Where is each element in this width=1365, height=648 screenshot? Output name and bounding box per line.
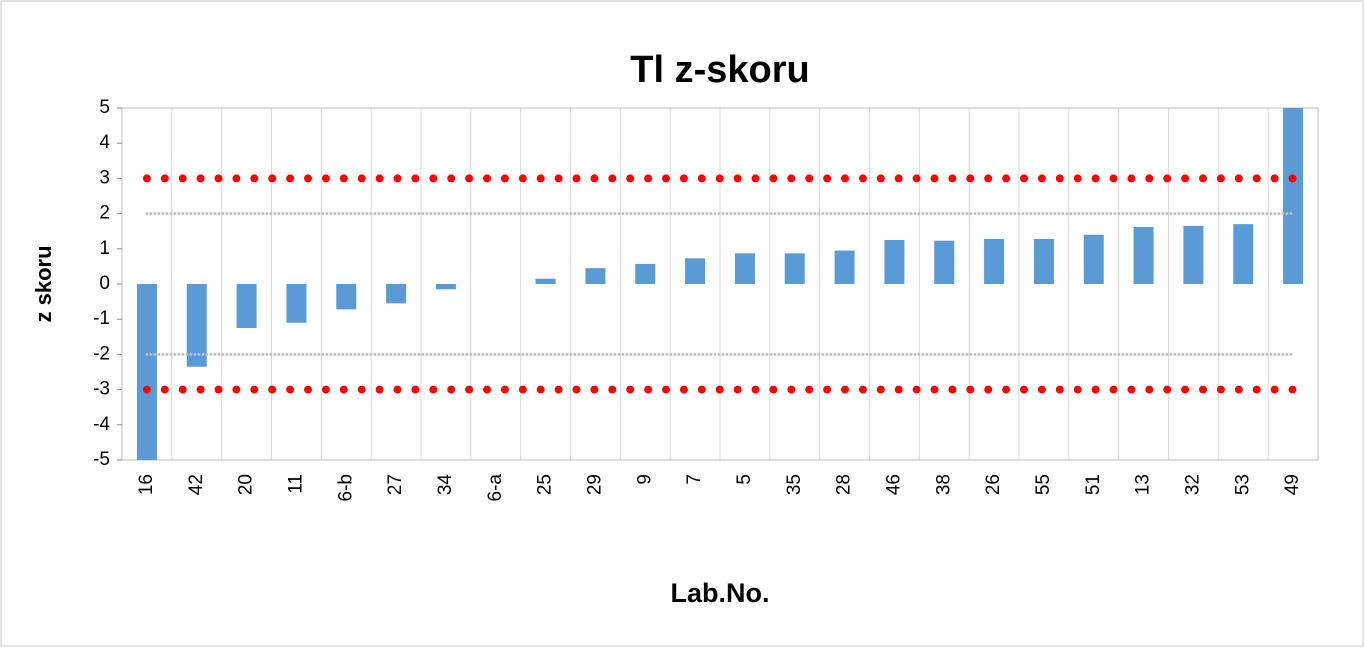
bar [336, 284, 357, 310]
bar [734, 253, 755, 284]
bar [236, 284, 257, 328]
x-tick-label: 28 [834, 474, 855, 495]
x-tick-label: 25 [535, 474, 556, 495]
y-tick-label: -5 [93, 449, 110, 470]
bar [1283, 108, 1304, 284]
y-tick-label: 5 [99, 97, 110, 118]
y-tick-label: -3 [93, 379, 110, 400]
bar [535, 278, 556, 284]
bar [136, 284, 157, 460]
bar [286, 284, 307, 323]
x-axis-label: Lab.No. [671, 578, 770, 608]
x-tick-label: 35 [784, 474, 805, 495]
x-tick-label: 26 [983, 474, 1004, 495]
x-tick-label: 29 [584, 474, 605, 495]
x-tick-label: 49 [1282, 474, 1303, 495]
bar [435, 284, 456, 290]
bar [934, 240, 955, 284]
x-tick-label: 11 [285, 474, 306, 494]
bar [1233, 224, 1254, 284]
bar [1083, 234, 1104, 284]
x-tick-label: 42 [186, 474, 207, 495]
bar [884, 240, 905, 284]
x-tick-label: 46 [883, 474, 904, 495]
bar [186, 284, 207, 367]
x-tick-label: 6-a [485, 474, 506, 502]
y-tick-label: -4 [93, 414, 110, 435]
x-tick-label: 6-b [335, 474, 356, 501]
x-tick-label: 13 [1133, 474, 1154, 495]
bar [1033, 238, 1054, 284]
y-tick-label: -1 [93, 308, 110, 329]
x-tick-label: 9 [634, 474, 655, 485]
y-tick-label: 2 [99, 203, 110, 224]
bar [984, 238, 1005, 284]
x-tick-label: 27 [385, 474, 406, 495]
bar [834, 250, 855, 284]
x-tick-label: 55 [1033, 474, 1054, 495]
bar [784, 253, 805, 284]
x-tick-label: 32 [1182, 474, 1203, 495]
y-tick-label: 4 [99, 132, 110, 153]
y-tick-label: 1 [99, 238, 110, 259]
x-tick-label: 5 [734, 474, 755, 485]
bar [685, 258, 706, 284]
y-tick-label: -2 [93, 343, 110, 364]
x-tick-label: 20 [236, 474, 257, 495]
bar [635, 263, 656, 284]
chart-title: Tl z-skoru [630, 49, 809, 91]
x-tick-label: 38 [933, 474, 954, 495]
bar [386, 284, 407, 304]
bar [1133, 226, 1154, 284]
x-tick-label: 16 [136, 474, 157, 495]
bar [585, 268, 606, 284]
y-tick-label: 3 [99, 167, 110, 188]
x-tick-label: 53 [1232, 474, 1253, 495]
x-tick-label: 7 [684, 474, 705, 485]
x-tick-label: 34 [435, 474, 456, 496]
y-tick-label: 0 [99, 273, 110, 294]
y-axis-label: z skoru [31, 245, 56, 322]
bar [1183, 225, 1204, 284]
x-tick-label: 51 [1083, 474, 1104, 495]
